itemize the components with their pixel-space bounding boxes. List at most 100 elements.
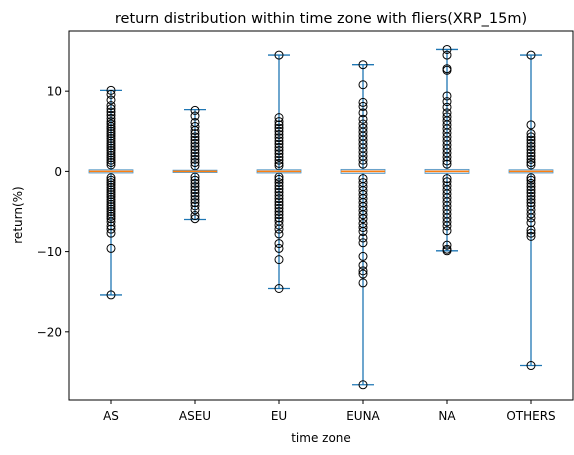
flier-point xyxy=(274,158,284,168)
flier-point xyxy=(526,138,536,148)
flier-point xyxy=(106,211,116,221)
flier-point xyxy=(106,136,116,146)
flier-point xyxy=(442,217,452,227)
flier-point xyxy=(274,139,284,149)
flier-point xyxy=(106,107,116,117)
flier-point xyxy=(274,123,284,133)
flier-point xyxy=(274,120,284,130)
flier-point xyxy=(106,138,116,148)
x-tick-label: OTHERS xyxy=(506,409,555,423)
flier-point xyxy=(190,198,200,208)
flier-point xyxy=(190,161,200,171)
flier-point xyxy=(274,181,284,191)
flier-point xyxy=(442,246,452,256)
flier-point xyxy=(106,150,116,160)
flier-point xyxy=(274,203,284,213)
x-axis-label: time zone xyxy=(291,431,351,445)
flier-point xyxy=(106,187,116,197)
flier-point xyxy=(358,269,368,279)
box-group-others xyxy=(508,50,554,371)
flier-point xyxy=(526,188,536,198)
flier-point xyxy=(274,220,284,230)
flier-point xyxy=(190,175,200,185)
flier-point xyxy=(106,214,116,224)
flier-point xyxy=(442,226,452,236)
flier-point xyxy=(190,154,200,164)
flier-point xyxy=(190,158,200,168)
x-tick-label: EU xyxy=(271,409,287,423)
flier-point xyxy=(274,224,284,234)
flier-point xyxy=(526,50,536,60)
flier-point xyxy=(358,278,368,288)
flier-point xyxy=(358,223,368,233)
flier-point xyxy=(526,231,536,241)
flier-point xyxy=(274,117,284,127)
flier-point xyxy=(358,101,368,111)
flier-point xyxy=(526,148,536,158)
flier-point xyxy=(274,213,284,223)
flier-point xyxy=(190,121,200,131)
flier-point xyxy=(190,125,200,135)
flier-point xyxy=(274,197,284,207)
flier-point xyxy=(106,243,116,253)
flier-point xyxy=(106,160,116,170)
flier-point xyxy=(526,185,536,195)
flier-point xyxy=(526,158,536,168)
flier-point xyxy=(274,194,284,204)
flier-point xyxy=(442,50,452,60)
flier-point xyxy=(190,132,200,142)
flier-point xyxy=(106,206,116,216)
flier-point xyxy=(526,225,536,235)
flier-point xyxy=(190,188,200,198)
y-tick-label: −10 xyxy=(37,245,62,259)
flier-point xyxy=(190,138,200,148)
flier-point xyxy=(106,146,116,156)
y-axis: 10 0 −10 −20 xyxy=(37,85,69,339)
flier-point xyxy=(106,95,116,105)
x-tick-label: EUNA xyxy=(346,409,380,423)
flier-point xyxy=(358,238,368,248)
flier-point xyxy=(526,178,536,188)
flier-point xyxy=(358,108,368,118)
flier-point xyxy=(274,190,284,200)
flier-point xyxy=(106,124,116,134)
flier-point xyxy=(274,133,284,143)
y-axis-label: return(%) xyxy=(11,186,25,243)
flier-point xyxy=(274,50,284,60)
flier-point xyxy=(274,129,284,139)
box-group-euna xyxy=(340,60,386,390)
flier-point xyxy=(106,104,116,114)
flier-point xyxy=(526,129,536,139)
flier-point xyxy=(274,187,284,197)
flier-point xyxy=(526,361,536,371)
flier-point xyxy=(106,221,116,231)
flier-point xyxy=(190,129,200,139)
flier-point xyxy=(106,153,116,163)
flier-point xyxy=(442,240,452,250)
flier-point xyxy=(106,121,116,131)
flier-point xyxy=(274,136,284,146)
flier-point xyxy=(274,200,284,210)
flier-point xyxy=(106,155,116,165)
flier-point xyxy=(106,143,116,153)
flier-point xyxy=(442,91,452,101)
x-tick-label: ASEU xyxy=(179,409,211,423)
flier-point xyxy=(106,182,116,192)
flier-point xyxy=(358,80,368,90)
flier-point xyxy=(106,117,116,127)
flier-point xyxy=(526,135,536,145)
flier-point xyxy=(442,221,452,231)
x-axis: AS ASEU EU EUNA NA OTHERS xyxy=(103,400,556,423)
flier-point xyxy=(106,194,116,204)
flier-point xyxy=(274,243,284,253)
flier-point xyxy=(526,132,536,142)
flier-point xyxy=(274,126,284,136)
flier-point xyxy=(526,173,536,183)
flier-point xyxy=(358,155,368,165)
flier-point xyxy=(106,228,116,238)
flier-point xyxy=(106,126,116,136)
box-group-as xyxy=(88,85,134,300)
flier-point xyxy=(274,155,284,165)
flier-point xyxy=(106,119,116,129)
flier-point xyxy=(274,206,284,216)
